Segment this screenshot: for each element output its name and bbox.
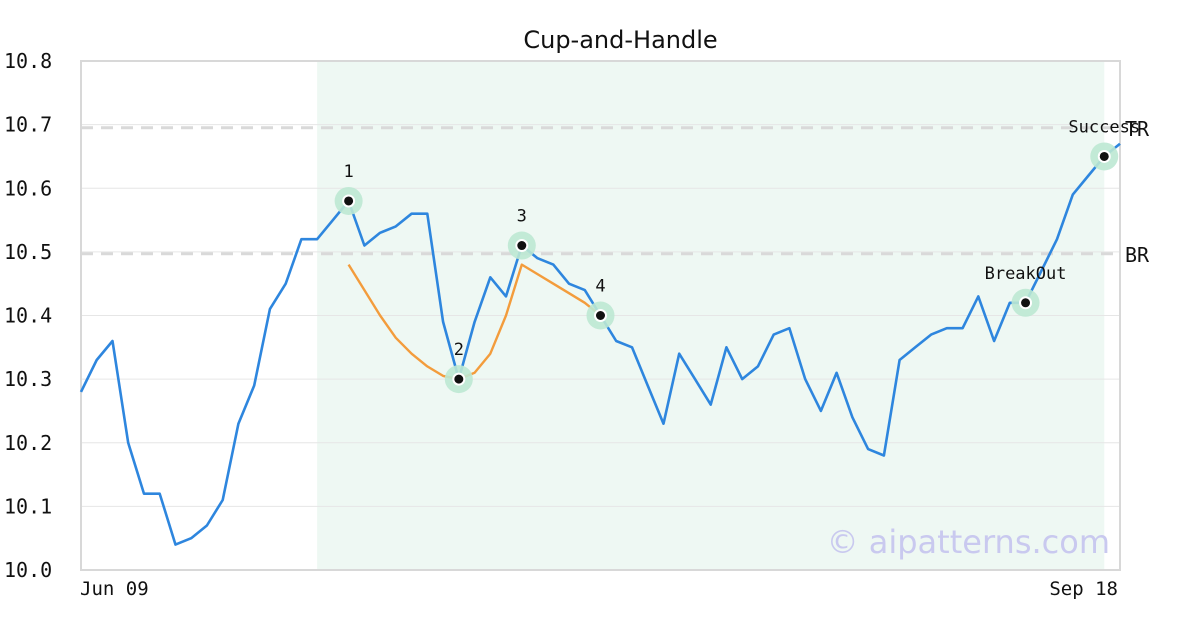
pattern-point-dot: [515, 239, 529, 253]
y-tick-label: 10.8: [4, 49, 52, 73]
pattern-point: 1: [334, 162, 363, 215]
x-tick-label: Jun 09: [80, 578, 149, 600]
x-axis: Jun 09 Sep 18: [80, 578, 1118, 600]
cup-curve-line: [347, 263, 602, 381]
watermark-layer: © aipatterns.com: [827, 523, 1110, 561]
markers-layer: 1 2 3 4 BreakOut Success: [334, 117, 1140, 394]
pattern-point: BreakOut: [985, 264, 1067, 317]
y-tick-label: 10.4: [4, 304, 52, 328]
y-tick-label: 10.3: [4, 367, 52, 391]
y-tick-label: 10.6: [4, 176, 52, 200]
level-label: BR: [1125, 243, 1150, 267]
y-axis: 10.0 10.1 10.2 10.3 10.4 10.5 10.6 10.7 10.8: [4, 49, 52, 582]
y-tick-label: 10.5: [4, 240, 52, 264]
pattern-point-label: 2: [454, 340, 464, 360]
pattern-point-label: 4: [595, 277, 605, 297]
pattern-point-dot: [452, 372, 466, 386]
y-tick-label: 10.1: [4, 494, 52, 518]
pattern-point-dot: [594, 309, 607, 322]
x-tick-label: Sep 18: [1049, 578, 1118, 600]
level-label: TR: [1125, 117, 1150, 141]
pattern-point: Success: [1068, 117, 1140, 171]
pattern-point-label: 3: [517, 207, 527, 227]
pattern-point-label: BreakOut: [985, 264, 1067, 284]
pattern-point-label: 1: [343, 162, 353, 182]
pattern-point: 2: [444, 340, 473, 394]
pattern-point-dot: [1097, 149, 1111, 163]
pattern-point-label: Success: [1068, 117, 1140, 137]
y-tick-label: 10.0: [4, 558, 52, 582]
pattern-point-dot: [1019, 296, 1033, 310]
y-tick-label: 10.2: [4, 431, 52, 455]
pattern-point-dot: [342, 194, 356, 208]
y-tick-label: 10.7: [4, 113, 52, 137]
chart-title: Cup-and-Handle: [523, 26, 717, 54]
watermark: © aipatterns.com: [827, 523, 1110, 561]
plot-frame: [80, 60, 1121, 571]
level-lines-layer: TR BR: [81, 117, 1150, 267]
pattern-point: 3: [507, 207, 536, 260]
pattern-point: 4: [586, 277, 615, 330]
